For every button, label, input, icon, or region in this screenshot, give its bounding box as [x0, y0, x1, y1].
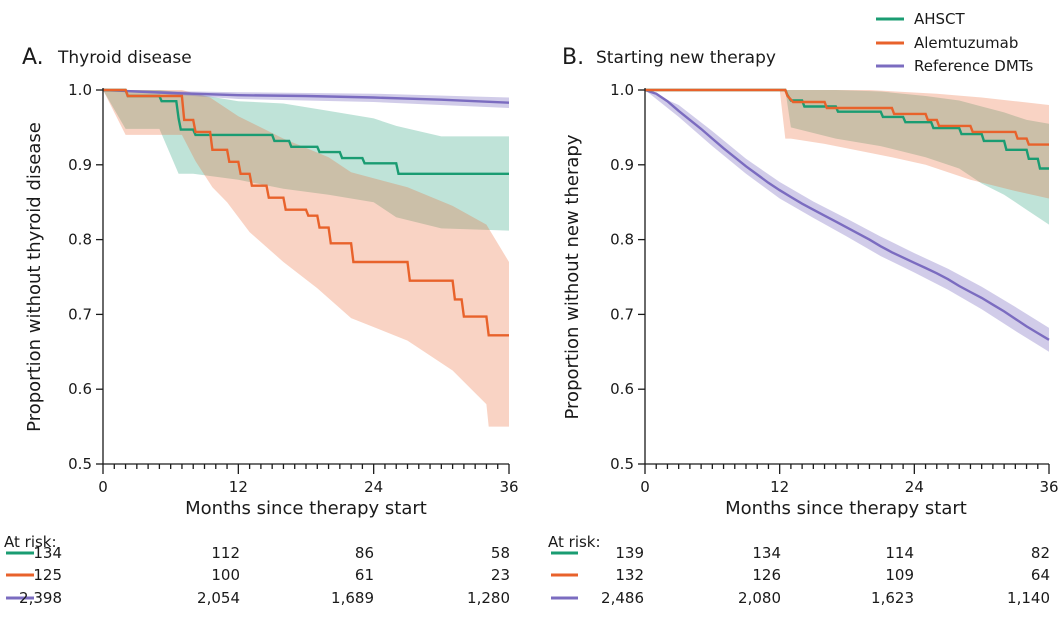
panel-a-y-tick-label: 1.0 [68, 81, 92, 99]
panel-b-line-ahsct [645, 88, 1049, 170]
panel-b-ci-band-ahsct [645, 90, 1049, 225]
panel-b-y-tick-label: 0.6 [610, 380, 634, 398]
panel-b-y-tick-label: 0.9 [610, 156, 634, 174]
panel-b-x-tick-label: 24 [905, 478, 924, 496]
panel-b-ci-band-reference [645, 90, 1049, 352]
panel-a-x-tick-label: 24 [364, 478, 383, 496]
panel-a-y-tick-label: 0.5 [68, 455, 92, 473]
panel-a-plot-area: 0.5 0.6 0.7 0.8 0.9 1.0 0 12 24 36 134 112 86 58 125 10… [6, 81, 519, 607]
panel-a: A. Thyroid disease Proportion without th… [4, 45, 519, 607]
panel-b-y-axis-title: Proportion without new therapy [562, 134, 583, 419]
panel-a-y-tick-label: 0.7 [68, 305, 92, 323]
panel-b-ci-band-alemtuzumab [645, 90, 1049, 199]
panel-a-at-risk-value: 125 [33, 566, 62, 584]
panel-a-ci-band-ahsct [103, 90, 509, 231]
panel-b-y-tick-label: 0.7 [610, 305, 634, 323]
panel-b-line-alemtuzumab [645, 88, 1049, 146]
legend: AHSCT Alemtuzumab Reference DMTs [876, 10, 1033, 75]
panel-a-at-risk-value: 1,689 [331, 589, 374, 607]
panel-b-plot-area: 0.5 0.6 0.7 0.8 0.9 1.0 0 12 24 36 139 134 114 82 132 1… [551, 81, 1059, 607]
panel-a-x-tick-label: 0 [98, 478, 108, 496]
panel-b-x-axis-title: Months since therapy start [725, 498, 967, 519]
panel-b-y-tick-label: 0.5 [610, 455, 634, 473]
panel-a-y-tick-label: 0.6 [68, 380, 92, 398]
panel-b-y-tick-label: 0.8 [610, 231, 634, 249]
panel-a-at-risk-value: 112 [211, 544, 240, 562]
panel-a-line-ahsct [103, 88, 509, 176]
panel-a-at-risk-value: 86 [355, 544, 374, 562]
legend-label-alemtuzumab: Alemtuzumab [914, 34, 1018, 52]
panel-a-ci-band-alemtuzumab [103, 90, 509, 427]
panel-b-x-tick-label: 0 [640, 478, 650, 496]
panel-b-title: Starting new therapy [596, 48, 776, 68]
panel-a-line-alemtuzumab [103, 88, 509, 337]
panel-a-y-tick-label: 0.8 [68, 231, 92, 249]
panel-a-title: Thyroid disease [57, 48, 192, 68]
panel-b-at-risk-value: 126 [752, 566, 781, 584]
panel-b-x-tick-label: 36 [1039, 478, 1058, 496]
panel-a-at-risk-value: 134 [33, 544, 62, 562]
panel-a-y-axis-title: Proportion without thyroid disease [24, 122, 45, 432]
panel-b-at-risk-value: 109 [885, 566, 914, 584]
panel-a-at-risk-value: 2,054 [197, 589, 240, 607]
panel-b-x-tick-label: 12 [770, 478, 789, 496]
panel-a-at-risk-value: 61 [355, 566, 374, 584]
legend-label-ahsct: AHSCT [914, 10, 966, 28]
panel-b-line-reference [644, 88, 1050, 341]
panel-b-at-risk-value: 139 [615, 544, 644, 562]
panel-a-at-risk-value: 100 [211, 566, 240, 584]
panel-b-at-risk-value: 2,080 [738, 589, 781, 607]
panel-b-y-tick-label: 1.0 [610, 81, 634, 99]
panel-a-at-risk-value: 23 [491, 566, 510, 584]
panel-a-line-reference [102, 88, 510, 104]
panel-b-at-risk-value: 1,140 [1007, 589, 1050, 607]
panel-b-at-risk-value: 132 [615, 566, 644, 584]
panel-b-at-risk-label: At risk: [548, 533, 601, 551]
panel-b-letter: B. [562, 45, 584, 70]
panel-a-y-tick-label: 0.9 [68, 156, 92, 174]
panel-b: B. Starting new therapy Proportion witho… [548, 45, 1059, 607]
legend-label-reference: Reference DMTs [914, 57, 1033, 75]
panel-b-at-risk-value: 82 [1031, 544, 1050, 562]
panel-a-at-risk-value: 2,398 [19, 589, 62, 607]
panel-a-at-risk-value: 58 [491, 544, 510, 562]
panel-b-at-risk-value: 134 [752, 544, 781, 562]
panel-a-at-risk-label: At risk: [4, 533, 57, 551]
panel-b-at-risk-value: 1,623 [871, 589, 914, 607]
panel-a-letter: A. [22, 45, 44, 70]
panel-a-x-axis-title: Months since therapy start [185, 498, 427, 519]
panel-b-at-risk-value: 114 [885, 544, 914, 562]
panel-b-at-risk-value: 2,486 [601, 589, 644, 607]
panel-a-at-risk-value: 1,280 [467, 589, 510, 607]
panel-a-x-tick-label: 36 [499, 478, 518, 496]
panel-a-x-tick-label: 12 [229, 478, 248, 496]
panel-b-at-risk-value: 64 [1031, 566, 1050, 584]
